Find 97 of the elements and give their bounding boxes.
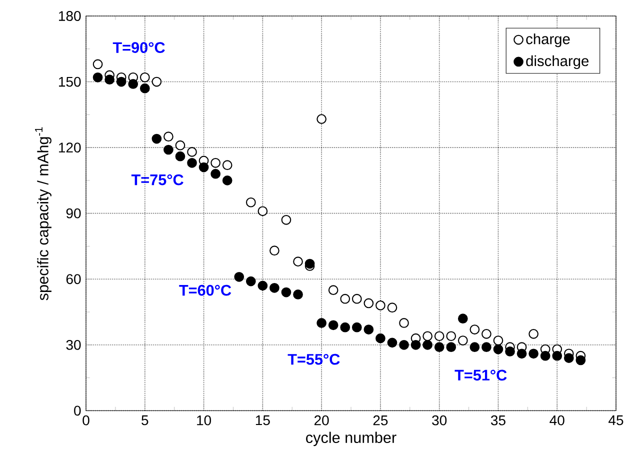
point <box>434 342 444 352</box>
point <box>281 214 292 225</box>
point <box>198 162 209 172</box>
point <box>281 287 292 298</box>
y-tick-label: 0 <box>74 406 81 416</box>
point <box>422 340 432 350</box>
point <box>340 294 350 304</box>
point <box>116 76 126 87</box>
point <box>175 140 186 150</box>
point <box>364 298 374 308</box>
y-tick-label: 180 <box>59 11 81 21</box>
point <box>293 256 303 267</box>
point <box>576 355 586 366</box>
point <box>187 147 197 157</box>
point <box>304 258 315 269</box>
legend-label: discharge <box>526 55 589 70</box>
x-tick-label: 5 <box>142 415 148 426</box>
point <box>540 350 550 361</box>
x-tick-label: 30 <box>432 415 447 426</box>
annotation: T=90°C <box>112 42 165 53</box>
point <box>458 314 468 324</box>
point <box>458 336 468 346</box>
point <box>270 246 280 256</box>
point <box>434 331 444 342</box>
point <box>246 197 256 208</box>
point <box>316 318 326 328</box>
x-tick-label: 20 <box>314 415 329 426</box>
point <box>328 285 338 296</box>
annotation: T=55°C <box>288 354 340 365</box>
point <box>446 331 456 342</box>
point <box>564 353 574 363</box>
x-tick-label: 35 <box>490 415 506 426</box>
point <box>552 350 562 361</box>
point <box>493 336 504 346</box>
point <box>210 168 220 179</box>
x-tick-label: 10 <box>197 415 212 426</box>
point <box>376 300 386 310</box>
point <box>164 144 174 155</box>
x-tick-label: 15 <box>256 415 270 426</box>
y-tick-label: 60 <box>66 274 81 284</box>
point <box>222 160 232 170</box>
point <box>293 290 303 300</box>
point <box>352 294 362 304</box>
point <box>316 114 326 124</box>
point <box>399 340 409 350</box>
legend-label: charge <box>526 33 570 48</box>
y-axis-title: specific capacity / mAhg$^{-1}$ <box>35 127 52 300</box>
point <box>376 333 386 344</box>
point <box>270 282 280 293</box>
point <box>446 342 456 352</box>
point <box>258 280 268 291</box>
x-tick-label: 25 <box>373 415 388 426</box>
point <box>222 176 232 186</box>
point <box>328 320 338 330</box>
point <box>493 344 504 354</box>
x-axis-title: cycle number <box>306 432 396 446</box>
x-tick-label: 0 <box>82 415 90 426</box>
point <box>152 134 162 144</box>
point <box>410 340 421 350</box>
x-tick-label: 45 <box>608 415 624 426</box>
point <box>505 346 515 356</box>
y-tick-label: 120 <box>59 142 81 153</box>
point <box>470 324 480 334</box>
point <box>482 328 492 339</box>
point <box>516 348 527 359</box>
point <box>399 318 409 328</box>
point <box>187 158 197 168</box>
y-tick-label: 90 <box>66 208 81 218</box>
point <box>387 302 398 313</box>
x-tick-label: 40 <box>550 415 564 426</box>
point <box>470 342 480 352</box>
point <box>92 59 103 70</box>
point <box>210 158 220 168</box>
point <box>422 331 432 342</box>
point <box>482 342 492 352</box>
point <box>92 72 103 82</box>
point <box>104 74 114 85</box>
y-tick-label: 30 <box>66 340 81 350</box>
point <box>340 322 350 332</box>
point <box>246 276 256 286</box>
point <box>528 328 538 339</box>
point <box>140 83 150 94</box>
point <box>175 151 186 162</box>
annotation: T=60°C <box>179 284 232 296</box>
point <box>352 322 362 332</box>
point <box>528 348 538 359</box>
point <box>387 338 398 348</box>
point <box>164 132 174 142</box>
point <box>152 76 162 87</box>
y-tick-label: 150 <box>59 76 81 87</box>
point <box>128 79 138 89</box>
annotation: T=51°C <box>454 370 507 381</box>
point <box>258 206 268 216</box>
annotation: T=75°C <box>131 174 184 186</box>
point <box>234 272 244 282</box>
point <box>364 324 374 334</box>
point <box>140 72 150 82</box>
